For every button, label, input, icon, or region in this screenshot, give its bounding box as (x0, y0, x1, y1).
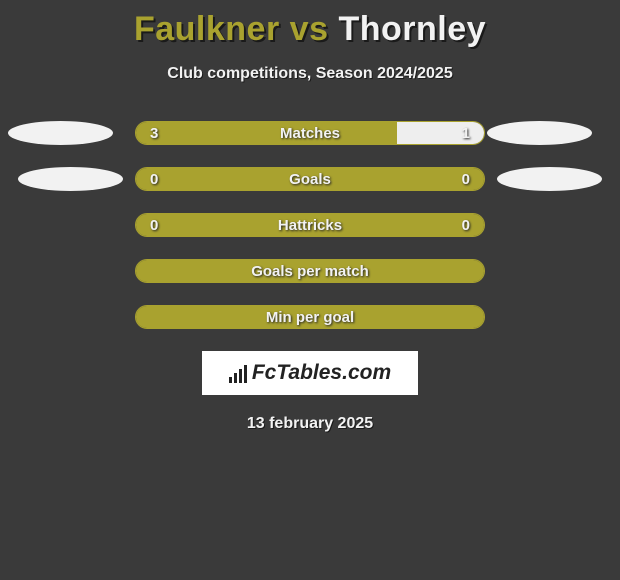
bar-left-fill (136, 260, 484, 282)
stat-bar: 00Hattricks (135, 213, 485, 237)
player1-name: Faulkner (134, 10, 280, 48)
stat-bar: Min per goal (135, 305, 485, 329)
bar-left-fill (136, 214, 484, 236)
subtitle: Club competitions, Season 2024/2025 (0, 65, 620, 83)
country-flag-left (8, 121, 113, 145)
bar-left-fill (136, 168, 484, 190)
date-text: 13 february 2025 (0, 415, 620, 433)
comparison-chart: 31Matches 00Goals 00Hattricks Goals per mat… (0, 121, 620, 329)
comparison-title: Faulkner vs Thornley (0, 0, 620, 49)
stat-row: Goals per match (0, 259, 620, 283)
bar-left-fill (136, 306, 484, 328)
stat-bar: 00Goals (135, 167, 485, 191)
fctables-logo: FcTables.com (202, 351, 418, 395)
vs-text: vs (290, 10, 329, 48)
player2-name: Thornley (338, 10, 486, 48)
logo-text: FcTables.com (229, 361, 391, 385)
bars-icon (229, 363, 247, 383)
country-flag-left (18, 167, 123, 191)
stat-row: 31Matches (0, 121, 620, 145)
country-flag-right (497, 167, 602, 191)
logo-label: FcTables.com (252, 361, 391, 385)
bar-left-fill (136, 122, 397, 144)
stat-bar: Goals per match (135, 259, 485, 283)
stat-row: 00Hattricks (0, 213, 620, 237)
stat-row: Min per goal (0, 305, 620, 329)
bar-right-fill (397, 122, 484, 144)
country-flag-right (487, 121, 592, 145)
stat-row: 00Goals (0, 167, 620, 191)
stat-bar: 31Matches (135, 121, 485, 145)
